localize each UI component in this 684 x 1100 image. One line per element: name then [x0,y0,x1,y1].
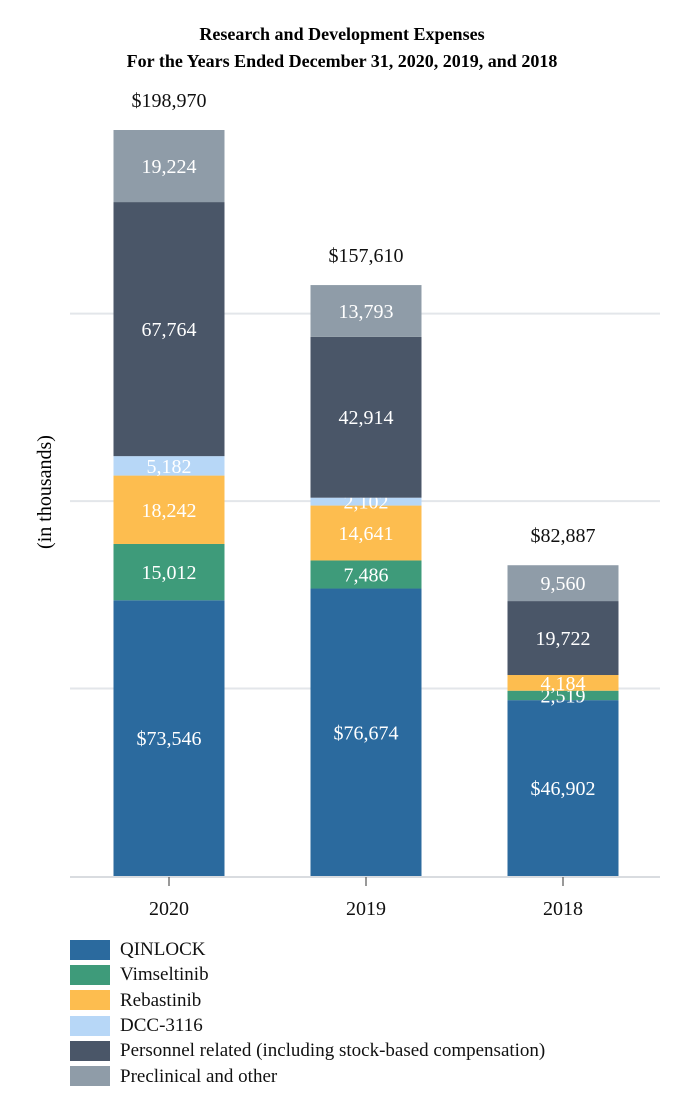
legend-item: Rebastinib [70,988,545,1013]
bar-segment [507,700,619,876]
data-label: 13,793 [339,301,394,323]
legend-label: QINLOCK [120,939,206,961]
bar-segment [310,497,422,506]
legend-swatch [70,1066,110,1087]
bar-stack-2020: $73,546 15,012 18,242 5,182 67,764 19,224 $198… [113,90,225,876]
y-axis-label: (in thousands) [34,435,56,549]
bar-segment [507,675,619,691]
data-label: 7,486 [344,564,389,586]
data-label: 14,641 [339,523,394,545]
x-axis: 2020 2019 2018 [70,876,660,920]
data-label: 18,242 [142,500,197,522]
legend-item: Personnel related (including stock-based… [70,1038,545,1063]
x-tick-label: 2019 [346,898,386,920]
data-label: 5,182 [147,456,192,478]
bar-segment [310,560,422,589]
legend-item: Vimseltinib [70,962,545,987]
bar-segment [310,588,422,876]
legend-swatch [70,990,110,1011]
total-label: $157,610 [329,245,404,267]
chart-title: Research and Development Expenses [199,24,484,44]
bar-segment [113,456,225,476]
legend-label: Personnel related (including stock-based… [120,1040,546,1062]
bar-segment [113,130,225,203]
data-label: 15,012 [142,562,197,584]
data-label: 4,184 [541,673,586,695]
total-label: $82,887 [531,525,596,547]
data-label: $76,674 [334,722,399,744]
bar-segment [310,285,422,337]
legend-swatch [70,964,110,985]
data-label: 19,722 [536,628,591,650]
bar-segment [507,601,619,676]
bar-stack-2019: $76,6747,48614,6412,10242,91413,793$157,… [310,245,422,876]
legend-item: DCC-3116 [70,1013,545,1038]
legend-swatch [70,1015,110,1036]
chart-subtitle: For the Years Ended December 31, 2020, 2… [127,51,558,71]
data-label: 2,519 [541,685,586,707]
legend-swatch [70,939,110,960]
bar-segment [113,202,225,457]
legend-item: Preclinical and other [70,1063,545,1088]
legend-label: Vimseltinib [120,964,209,986]
bars: $73,546 15,012 18,242 5,182 67,764 19,224 $198… [113,90,619,876]
bar-segment [113,475,225,544]
data-label: $73,546 [137,728,202,750]
data-label: 19,224 [142,156,197,178]
bar-segment [507,565,619,602]
data-label: 42,914 [339,407,394,429]
data-label: 67,764 [142,319,197,341]
legend-label: Preclinical and other [120,1065,278,1087]
legend-item: QINLOCK [70,937,545,962]
legend-label: DCC-3116 [120,1015,203,1037]
x-tick-label: 2020 [149,898,189,920]
legend-label: Rebastinib [120,989,202,1011]
data-label: 9,560 [541,573,586,595]
bar-segment [507,690,619,701]
bar-segment [113,600,225,876]
total-label: $198,970 [132,90,207,112]
data-label: $46,902 [531,778,596,800]
bar-segment [310,336,422,498]
x-tick-label: 2018 [543,898,583,920]
bar-segment [310,505,422,561]
bar-segment [113,543,225,601]
legend-swatch [70,1040,110,1061]
legend: QINLOCK Vimseltinib Rebastinib DCC-3116 Pers… [70,937,545,1089]
